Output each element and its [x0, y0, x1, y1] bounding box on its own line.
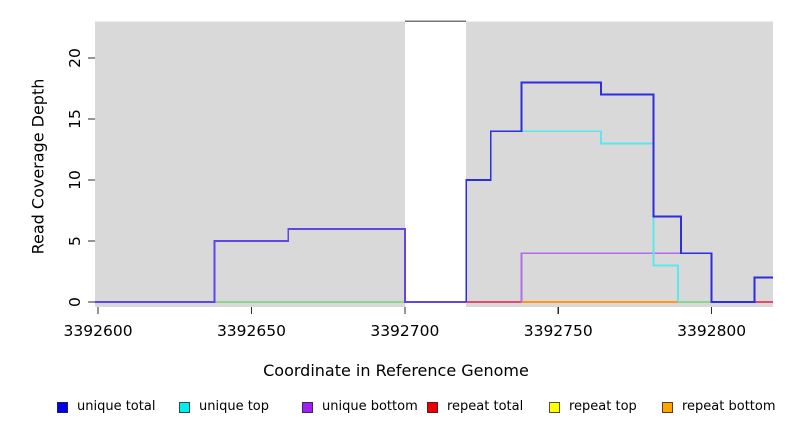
legend-label-repeat-total: repeat total	[447, 399, 524, 414]
unique-total-line	[465, 81, 773, 303]
legend-item-repeat-top: repeat top	[549, 399, 637, 415]
legend-swatch-repeat-bottom	[662, 401, 673, 413]
legend-label-unique-top: unique top	[199, 399, 270, 414]
legend-label-unique-total: unique total	[77, 399, 156, 414]
x-tick-label: 3392800	[677, 322, 746, 340]
legend-swatch-repeat-top	[549, 401, 560, 413]
y-tick-label: 5	[66, 236, 84, 246]
legend-label-repeat-top: repeat top	[569, 399, 637, 414]
legend-item-repeat-total: repeat total	[427, 399, 523, 415]
y-tick-label: 10	[66, 170, 84, 190]
legend-item-unique-total: unique total	[57, 399, 155, 415]
y-tick-label: 20	[66, 48, 84, 68]
unique-total-left-hump	[95, 227, 467, 303]
x-tick-label: 3392650	[217, 322, 286, 340]
legend-label-unique-bottom: unique bottom	[322, 399, 418, 414]
legend-label-repeat-bottom: repeat bottom	[682, 399, 776, 414]
legend: unique total unique top unique bottom repea…	[0, 399, 792, 419]
y-tick-label: 15	[66, 109, 84, 129]
y-axis-title: Read Coverage Depth	[28, 78, 48, 255]
x-tick-label: 3392750	[524, 322, 593, 340]
legend-swatch-repeat-total	[427, 401, 438, 413]
x-tick-label: 3392700	[370, 322, 439, 340]
legend-item-unique-top: unique top	[179, 399, 269, 415]
x-tick-label: 3392600	[64, 322, 133, 340]
y-tick-label: 0	[66, 297, 84, 307]
legend-swatch-unique-top	[179, 401, 190, 413]
masked-repeat-region	[404, 21, 467, 308]
legend-item-repeat-bottom: repeat bottom	[662, 399, 776, 415]
legend-swatch-unique-bottom	[302, 401, 313, 413]
legend-item-unique-bottom: unique bottom	[302, 399, 418, 415]
legend-swatch-unique-total	[57, 401, 68, 413]
x-axis-title: Coordinate in Reference Genome	[263, 361, 529, 380]
